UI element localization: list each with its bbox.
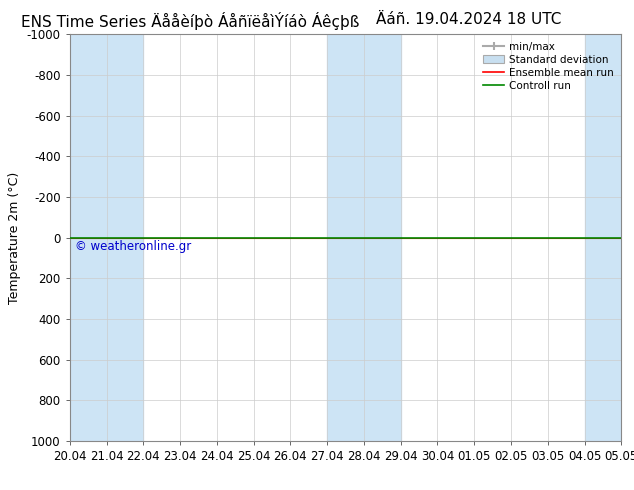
Bar (70, 34, 143, 441)
Bar (585, 34, 621, 441)
Legend: min/max, Standard deviation, Ensemble mean run, Controll run: min/max, Standard deviation, Ensemble me… (479, 37, 618, 95)
Y-axis label: Temperature 2m (°C): Temperature 2m (°C) (8, 172, 21, 304)
Text: © weatheronline.gr: © weatheronline.gr (75, 240, 191, 253)
Bar (327, 34, 401, 441)
Text: ENS Time Series Äååèíþò ÁåñïëåìÝíáò Áêçþß: ENS Time Series Äååèíþò ÁåñïëåìÝíáò Áêçþ… (21, 12, 359, 30)
Text: Äáñ. 19.04.2024 18 UTC: Äáñ. 19.04.2024 18 UTC (377, 12, 562, 27)
